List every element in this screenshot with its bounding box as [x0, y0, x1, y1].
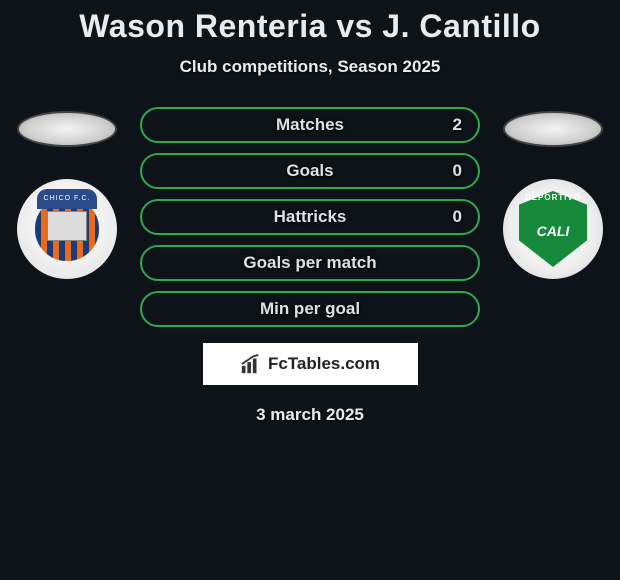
watermark-text: FcTables.com [268, 354, 380, 374]
club-left-crest: CHICO F.C. [17, 179, 117, 279]
crest-right-main-text: CALI [503, 223, 603, 239]
main-row: CHICO F.C. Matches 2 Goals 0 Hattricks 0 [0, 107, 620, 327]
player-right-avatar [503, 111, 603, 147]
page-title: Wason Renteria vs J. Cantillo [79, 8, 540, 45]
stat-label: Hattricks [198, 207, 422, 227]
player-left-avatar [17, 111, 117, 147]
stat-row-matches: Matches 2 [140, 107, 480, 143]
stat-right-value: 2 [422, 115, 462, 135]
stat-right-value: 0 [422, 161, 462, 181]
stat-label: Goals [198, 161, 422, 181]
club-right-crest: DEPORTIVO CALI [503, 179, 603, 279]
stat-row-goals-per-match: Goals per match [140, 245, 480, 281]
stat-label: Min per goal [198, 299, 422, 319]
stat-right-value: 0 [422, 207, 462, 227]
stat-label: Matches [198, 115, 422, 135]
chart-icon [240, 353, 262, 375]
stat-row-hattricks: Hattricks 0 [140, 199, 480, 235]
player-left-column: CHICO F.C. [12, 107, 122, 279]
comparison-card: Wason Renteria vs J. Cantillo Club compe… [0, 0, 620, 425]
stats-column: Matches 2 Goals 0 Hattricks 0 Goals per … [140, 107, 480, 327]
stat-row-min-per-goal: Min per goal [140, 291, 480, 327]
crest-left-castle-icon [47, 211, 87, 241]
subtitle: Club competitions, Season 2025 [180, 57, 441, 77]
watermark[interactable]: FcTables.com [203, 343, 418, 385]
date-line: 3 march 2025 [256, 405, 364, 425]
crest-right-top-text: DEPORTIVO [503, 193, 603, 202]
crest-left-banner: CHICO F.C. [37, 189, 97, 209]
player-right-column: DEPORTIVO CALI [498, 107, 608, 279]
stat-label: Goals per match [198, 253, 422, 273]
stat-row-goals: Goals 0 [140, 153, 480, 189]
